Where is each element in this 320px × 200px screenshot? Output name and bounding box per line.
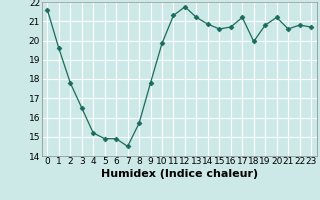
X-axis label: Humidex (Indice chaleur): Humidex (Indice chaleur) bbox=[100, 169, 258, 179]
